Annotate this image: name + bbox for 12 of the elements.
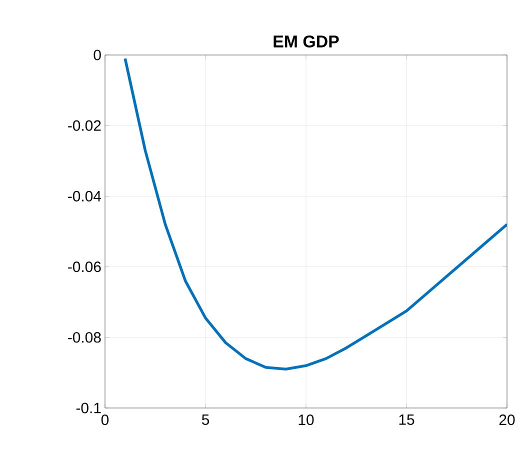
y-tick-label: -0.1 — [76, 402, 101, 414]
y-tick-label: -0.06 — [68, 262, 101, 272]
x-tick-label: 15 — [399, 414, 414, 425]
x-tick-label: 0 — [101, 414, 109, 426]
x-tick-label: 10 — [298, 414, 314, 426]
x-tick-label: 20 — [499, 414, 515, 426]
chart-title: EM GDP — [274, 35, 339, 48]
x-tick-label: 5 — [202, 414, 210, 425]
y-tick-label: -0.08 — [68, 332, 101, 343]
y-tick-label: 0 — [94, 50, 101, 60]
y-tick-label: -0.02 — [68, 120, 101, 131]
y-tick-label: -0.04 — [68, 190, 102, 202]
